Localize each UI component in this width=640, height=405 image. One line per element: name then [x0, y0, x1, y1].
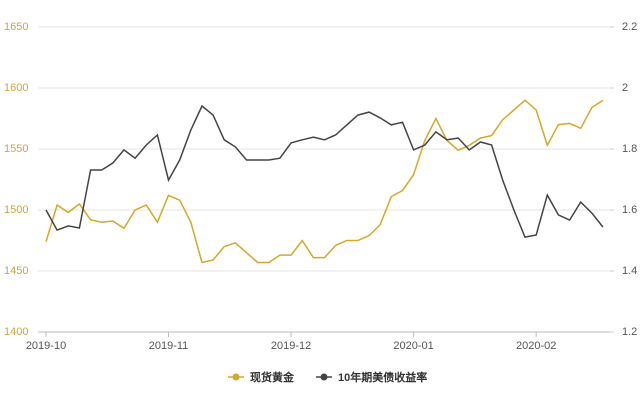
- line-series: [45, 104, 604, 238]
- line-series: [45, 99, 604, 264]
- x-tick-label: 2020-02: [516, 340, 556, 352]
- legend-marker: [232, 373, 240, 381]
- y-tick-label: 1500: [4, 204, 28, 216]
- y-tick-label: 1650: [4, 21, 28, 33]
- y2-tick-label: 1.6: [622, 204, 637, 216]
- x-tick-label: 2019-10: [26, 340, 66, 352]
- x-tick-label: 2019-11: [149, 340, 189, 352]
- y2-tick-label: 1.8: [622, 143, 637, 155]
- y2-tick-label: 1.4: [622, 265, 637, 277]
- x-tick-label: 2020-01: [393, 340, 433, 352]
- legend-marker: [320, 373, 328, 381]
- y2-tick-label: 2.2: [622, 21, 637, 33]
- y2-tick-label: 2: [622, 82, 628, 94]
- legend-label: 10年期美债收益率: [338, 370, 427, 384]
- y-tick-label: 1450: [4, 265, 28, 277]
- y-tick-label: 1600: [4, 82, 28, 94]
- y-tick-label: 1400: [4, 326, 28, 338]
- legend-label: 现货黄金: [250, 370, 295, 384]
- x-tick-label: 2019-12: [271, 340, 311, 352]
- y-tick-label: 1550: [4, 143, 28, 155]
- y2-tick-label: 1.2: [622, 326, 637, 338]
